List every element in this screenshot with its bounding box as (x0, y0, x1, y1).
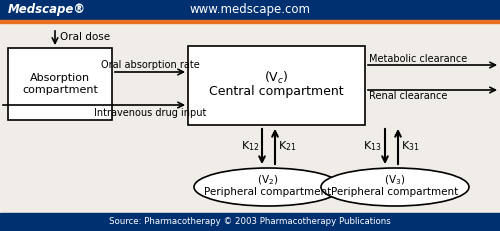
Bar (0, 213, 500, 231)
Text: Renal clearance: Renal clearance (369, 91, 448, 101)
Bar (8, 48, 112, 120)
Text: K$_{12}$: K$_{12}$ (240, 140, 259, 153)
Text: Medscape®: Medscape® (8, 3, 86, 16)
Text: Central compartment: Central compartment (209, 85, 344, 98)
Bar (188, 46, 365, 125)
Bar (0, 225, 500, 228)
Bar (0, 0, 500, 20)
Text: K$_{31}$: K$_{31}$ (401, 140, 419, 153)
Text: K$_{21}$: K$_{21}$ (278, 140, 296, 153)
Text: (V$_2$): (V$_2$) (258, 173, 278, 187)
Text: K$_{13}$: K$_{13}$ (364, 140, 382, 153)
Text: Oral absorption rate: Oral absorption rate (100, 60, 200, 70)
Text: Intravenous drug input: Intravenous drug input (94, 108, 206, 118)
Text: Absorption
compartment: Absorption compartment (22, 73, 98, 95)
Text: Source: Pharmacotherapy © 2003 Pharmacotherapy Publications: Source: Pharmacotherapy © 2003 Pharmacot… (109, 218, 391, 227)
Ellipse shape (321, 168, 469, 206)
Text: (V$_3$): (V$_3$) (384, 173, 406, 187)
Text: www.medscape.com: www.medscape.com (190, 3, 310, 16)
Text: Peripheral compartment: Peripheral compartment (332, 187, 458, 197)
Bar (0, 20, 500, 23)
Text: Metabolic clearance: Metabolic clearance (369, 54, 467, 64)
Ellipse shape (194, 168, 342, 206)
Text: Peripheral compartment: Peripheral compartment (204, 187, 332, 197)
Text: (V$_c$): (V$_c$) (264, 70, 289, 85)
Text: Oral dose: Oral dose (60, 32, 110, 42)
